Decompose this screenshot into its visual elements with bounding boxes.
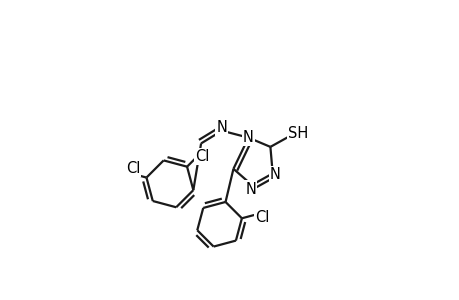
Text: Cl: Cl [126,161,140,176]
Text: N: N [216,120,227,135]
Text: N: N [245,182,256,197]
Text: Cl: Cl [254,210,269,225]
Text: Cl: Cl [195,149,209,164]
Text: N: N [242,130,253,145]
Text: SH: SH [287,126,308,141]
Text: N: N [269,167,280,182]
